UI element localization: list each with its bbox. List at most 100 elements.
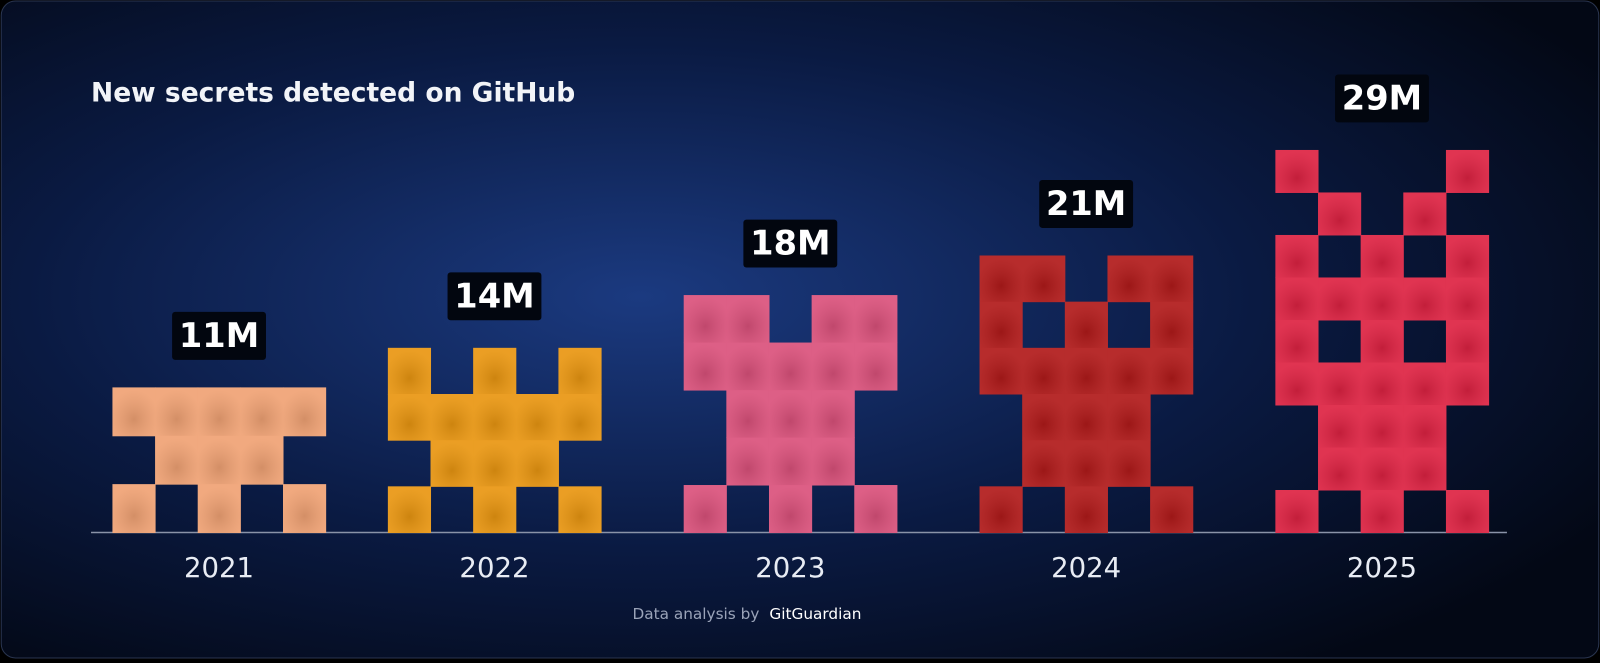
pixel-shade xyxy=(1150,301,1194,349)
pixel-shade xyxy=(473,440,517,487)
pixel-shade xyxy=(854,485,898,534)
pixel-shade xyxy=(1064,440,1108,487)
pixel-shade xyxy=(430,393,474,441)
pixel-shade xyxy=(1360,234,1404,278)
pixel-shade xyxy=(979,486,1023,534)
x-tick-label: 2021 xyxy=(184,552,254,584)
pixel-shade xyxy=(112,484,156,534)
x-tick-label: 2024 xyxy=(1051,552,1121,584)
pixel-shade xyxy=(1318,404,1362,449)
pixel-shade xyxy=(387,347,432,395)
pixel-shade xyxy=(155,435,199,485)
pixel-shade xyxy=(1445,319,1490,363)
pixel-shade xyxy=(283,387,327,437)
pixel-shade xyxy=(155,387,199,437)
value-label: 29M xyxy=(1342,78,1422,117)
pixel-shade xyxy=(1403,277,1447,321)
pixel-shade xyxy=(1360,319,1404,363)
pixel-shade xyxy=(811,295,855,344)
bar xyxy=(979,255,1194,534)
pixel-shade xyxy=(1107,393,1151,441)
pixel-shade xyxy=(1403,404,1447,449)
pixel-shade xyxy=(558,393,602,441)
pixel-shade xyxy=(515,440,559,487)
value-label: 21M xyxy=(1046,184,1126,223)
pixel-shade xyxy=(1360,277,1404,321)
pixel-shade xyxy=(1445,234,1490,278)
pixel-shade xyxy=(1445,362,1490,406)
pixel-shade xyxy=(726,390,770,439)
pixel-shade xyxy=(811,437,855,486)
pixel-shade xyxy=(1403,447,1447,491)
pixel-shade xyxy=(854,295,898,344)
pixel-shade xyxy=(1064,347,1108,395)
pixel-shade xyxy=(683,295,727,344)
pixel-shade xyxy=(473,393,517,441)
pixel-shade xyxy=(979,347,1023,395)
value-label: 18M xyxy=(750,224,830,263)
pixel-shade xyxy=(197,435,241,485)
value-label: 14M xyxy=(454,276,534,315)
pixel-shade xyxy=(1318,192,1362,236)
pixel-shade xyxy=(1022,393,1066,441)
pixel-shade xyxy=(430,440,474,487)
pixel-shade xyxy=(726,437,770,486)
pixel-shade xyxy=(1275,149,1319,193)
source: Data analysis by GitGuardian xyxy=(632,605,861,623)
source-name: GitGuardian xyxy=(769,605,861,623)
pixel-shade xyxy=(1150,255,1194,303)
value-label-box xyxy=(1039,179,1134,228)
pixel-shade xyxy=(1360,447,1404,491)
pixel-shade xyxy=(1064,393,1108,441)
pixel-shade xyxy=(1107,255,1151,303)
pixel-shade xyxy=(854,342,898,391)
pixel-shade xyxy=(1064,486,1108,534)
pixel-shade xyxy=(1107,347,1151,395)
bar xyxy=(1275,149,1490,534)
pixel-shade xyxy=(1403,192,1447,236)
pixel-shade xyxy=(1064,301,1108,349)
x-tick-label: 2025 xyxy=(1347,552,1417,584)
pixel-shade xyxy=(558,486,602,534)
pixel-shade xyxy=(683,485,727,534)
pixel-shade xyxy=(387,486,432,534)
pixel-shade xyxy=(1275,319,1319,363)
pixel-shade xyxy=(683,342,727,391)
pixel-shade xyxy=(1022,255,1066,303)
pixel-shade xyxy=(1360,489,1404,534)
value-label: 11M xyxy=(179,316,259,355)
pixel-shade xyxy=(1318,447,1362,491)
pixel-shade xyxy=(726,342,770,391)
pixel-shade xyxy=(1275,489,1319,534)
value-label-box xyxy=(447,272,542,321)
bar xyxy=(683,295,898,534)
pixel-shade xyxy=(1275,277,1319,321)
pixel-shade xyxy=(112,387,156,437)
pixel-shade xyxy=(979,301,1023,349)
bar xyxy=(387,347,602,534)
pixel-shade xyxy=(240,387,284,437)
pixel-shade xyxy=(1445,149,1490,193)
pixel-shade xyxy=(1022,440,1066,487)
value-label-box xyxy=(172,311,266,360)
pixel-shade xyxy=(1360,362,1404,406)
x-tick-label: 2023 xyxy=(755,552,825,584)
bar xyxy=(112,387,327,534)
value-label-box xyxy=(1335,74,1429,123)
pixel-shade xyxy=(387,393,432,441)
pixel-shade xyxy=(1318,362,1362,406)
pixel-shade xyxy=(1107,440,1151,487)
x-tick-label: 2022 xyxy=(459,552,529,584)
pixel-shade xyxy=(768,485,813,534)
pixel-shade xyxy=(197,387,241,437)
pixel-shade xyxy=(558,347,602,395)
pixel-shade xyxy=(197,484,241,534)
chart-title: New secrets detected on GitHub xyxy=(91,77,575,108)
pixel-shade xyxy=(768,342,813,391)
pixel-shade xyxy=(1360,404,1404,449)
pixel-shade xyxy=(473,486,517,534)
pixel-shade xyxy=(1445,277,1490,321)
pixel-shade xyxy=(1275,362,1319,406)
value-label-box xyxy=(743,219,838,268)
